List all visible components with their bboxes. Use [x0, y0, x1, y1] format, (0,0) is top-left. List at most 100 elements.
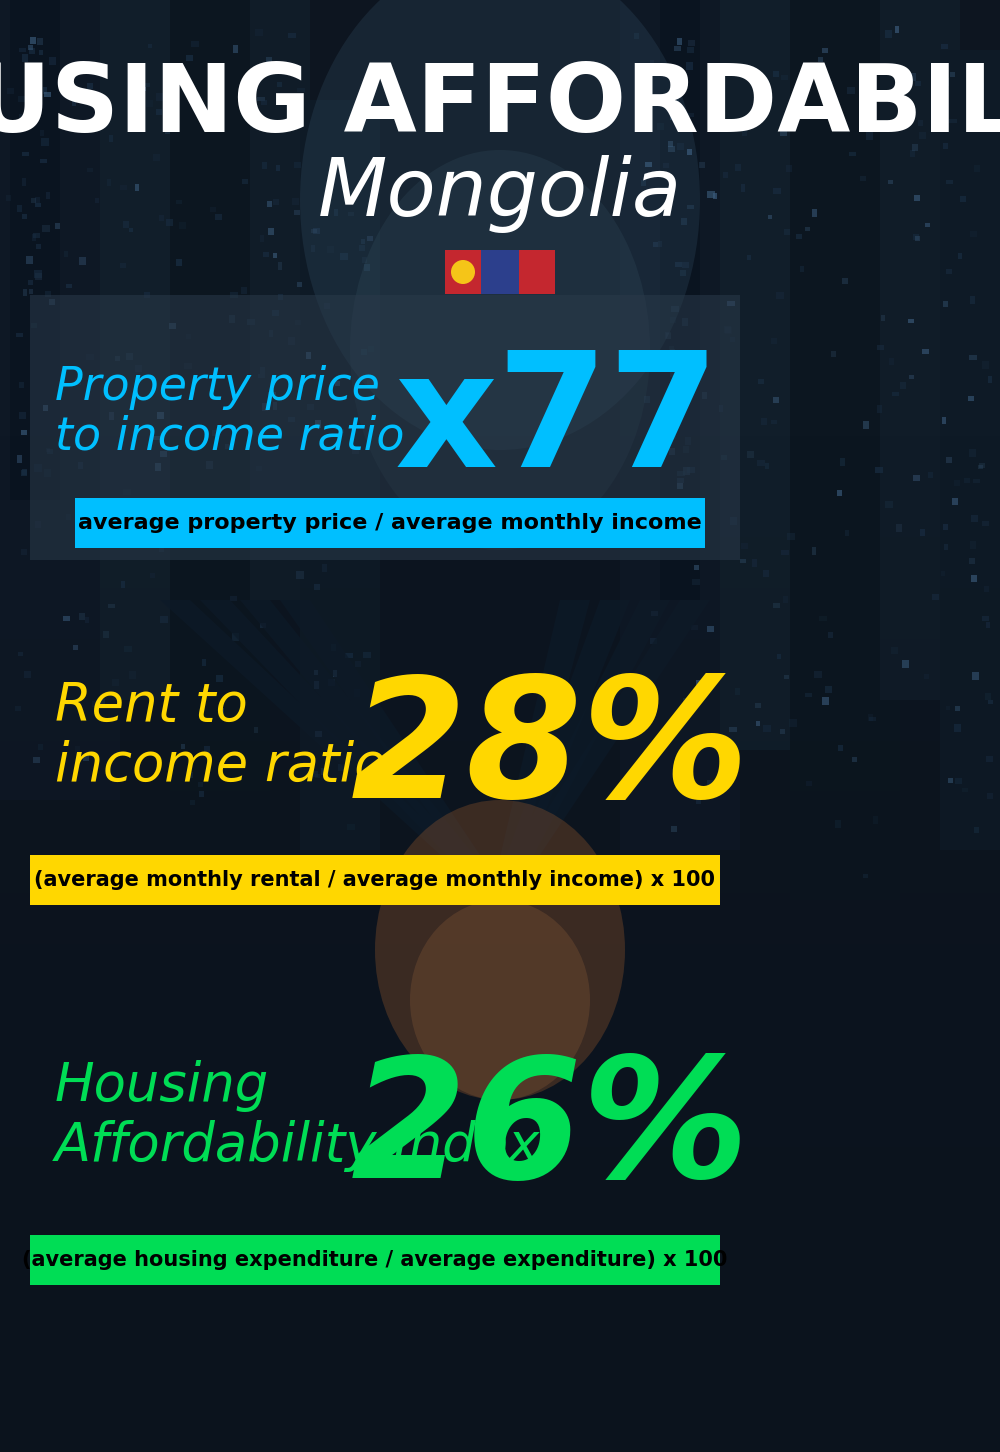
FancyBboxPatch shape [669, 449, 675, 456]
FancyBboxPatch shape [972, 672, 979, 680]
FancyBboxPatch shape [43, 87, 47, 94]
FancyBboxPatch shape [313, 228, 320, 234]
FancyBboxPatch shape [756, 720, 760, 726]
FancyBboxPatch shape [181, 743, 185, 749]
FancyBboxPatch shape [354, 690, 360, 697]
FancyBboxPatch shape [363, 652, 371, 658]
FancyBboxPatch shape [888, 180, 893, 184]
FancyBboxPatch shape [49, 299, 55, 305]
FancyBboxPatch shape [367, 237, 373, 241]
FancyBboxPatch shape [327, 245, 334, 253]
FancyBboxPatch shape [986, 621, 990, 629]
FancyBboxPatch shape [66, 514, 71, 520]
FancyBboxPatch shape [129, 671, 136, 680]
FancyBboxPatch shape [944, 544, 948, 549]
FancyBboxPatch shape [267, 200, 272, 206]
FancyBboxPatch shape [692, 579, 700, 585]
FancyBboxPatch shape [263, 251, 269, 257]
FancyBboxPatch shape [30, 1236, 720, 1285]
Text: Property price: Property price [55, 364, 380, 409]
FancyBboxPatch shape [216, 675, 223, 682]
FancyBboxPatch shape [948, 778, 953, 783]
FancyBboxPatch shape [780, 131, 787, 136]
FancyBboxPatch shape [943, 142, 948, 150]
FancyBboxPatch shape [755, 703, 761, 709]
FancyBboxPatch shape [18, 96, 25, 102]
FancyBboxPatch shape [256, 466, 262, 472]
FancyBboxPatch shape [359, 245, 365, 251]
FancyBboxPatch shape [868, 713, 873, 722]
FancyBboxPatch shape [671, 306, 679, 312]
FancyBboxPatch shape [124, 646, 132, 652]
FancyBboxPatch shape [159, 546, 164, 552]
FancyBboxPatch shape [630, 723, 636, 729]
FancyBboxPatch shape [232, 633, 239, 640]
FancyBboxPatch shape [720, 0, 800, 751]
FancyBboxPatch shape [0, 791, 1000, 842]
FancyBboxPatch shape [258, 375, 265, 379]
Polygon shape [160, 600, 510, 900]
FancyBboxPatch shape [955, 706, 960, 710]
FancyBboxPatch shape [954, 725, 961, 732]
FancyBboxPatch shape [130, 441, 135, 447]
FancyBboxPatch shape [19, 382, 24, 388]
FancyBboxPatch shape [22, 54, 28, 62]
Text: Rent to: Rent to [55, 680, 248, 732]
FancyBboxPatch shape [790, 0, 900, 900]
FancyBboxPatch shape [919, 132, 926, 138]
FancyBboxPatch shape [160, 450, 167, 457]
FancyBboxPatch shape [964, 479, 970, 484]
FancyBboxPatch shape [278, 295, 283, 301]
FancyBboxPatch shape [272, 309, 279, 317]
FancyBboxPatch shape [968, 396, 974, 401]
FancyBboxPatch shape [733, 71, 741, 76]
FancyBboxPatch shape [269, 330, 273, 337]
FancyBboxPatch shape [143, 83, 150, 87]
FancyBboxPatch shape [838, 745, 843, 751]
FancyBboxPatch shape [721, 454, 727, 460]
FancyBboxPatch shape [896, 65, 903, 71]
FancyBboxPatch shape [0, 1401, 1000, 1452]
FancyBboxPatch shape [257, 867, 263, 874]
FancyBboxPatch shape [941, 572, 945, 575]
FancyBboxPatch shape [973, 479, 980, 484]
FancyBboxPatch shape [683, 446, 689, 453]
FancyBboxPatch shape [934, 67, 940, 74]
FancyBboxPatch shape [716, 788, 721, 793]
FancyBboxPatch shape [949, 119, 957, 123]
FancyBboxPatch shape [784, 675, 789, 680]
FancyBboxPatch shape [79, 257, 86, 264]
FancyBboxPatch shape [670, 370, 675, 378]
FancyBboxPatch shape [18, 652, 23, 656]
FancyBboxPatch shape [19, 48, 26, 52]
Polygon shape [490, 600, 670, 900]
FancyBboxPatch shape [32, 234, 36, 241]
FancyBboxPatch shape [773, 398, 779, 404]
FancyBboxPatch shape [129, 228, 133, 232]
FancyBboxPatch shape [735, 688, 740, 694]
FancyBboxPatch shape [260, 623, 266, 629]
FancyBboxPatch shape [663, 163, 669, 168]
FancyBboxPatch shape [670, 408, 677, 414]
FancyBboxPatch shape [950, 73, 955, 77]
FancyBboxPatch shape [123, 221, 129, 228]
FancyBboxPatch shape [747, 450, 754, 457]
FancyBboxPatch shape [83, 755, 89, 761]
FancyBboxPatch shape [21, 549, 27, 555]
FancyBboxPatch shape [914, 195, 920, 200]
FancyBboxPatch shape [273, 402, 277, 409]
FancyBboxPatch shape [747, 254, 751, 260]
FancyBboxPatch shape [676, 398, 683, 407]
FancyBboxPatch shape [109, 412, 114, 420]
FancyBboxPatch shape [828, 632, 833, 637]
FancyBboxPatch shape [825, 685, 832, 693]
FancyBboxPatch shape [288, 337, 295, 346]
FancyBboxPatch shape [78, 462, 83, 469]
FancyBboxPatch shape [49, 57, 56, 65]
FancyBboxPatch shape [35, 521, 41, 529]
FancyBboxPatch shape [895, 26, 899, 33]
FancyBboxPatch shape [932, 594, 939, 600]
FancyBboxPatch shape [204, 746, 210, 754]
FancyBboxPatch shape [942, 417, 946, 424]
FancyBboxPatch shape [44, 91, 51, 97]
